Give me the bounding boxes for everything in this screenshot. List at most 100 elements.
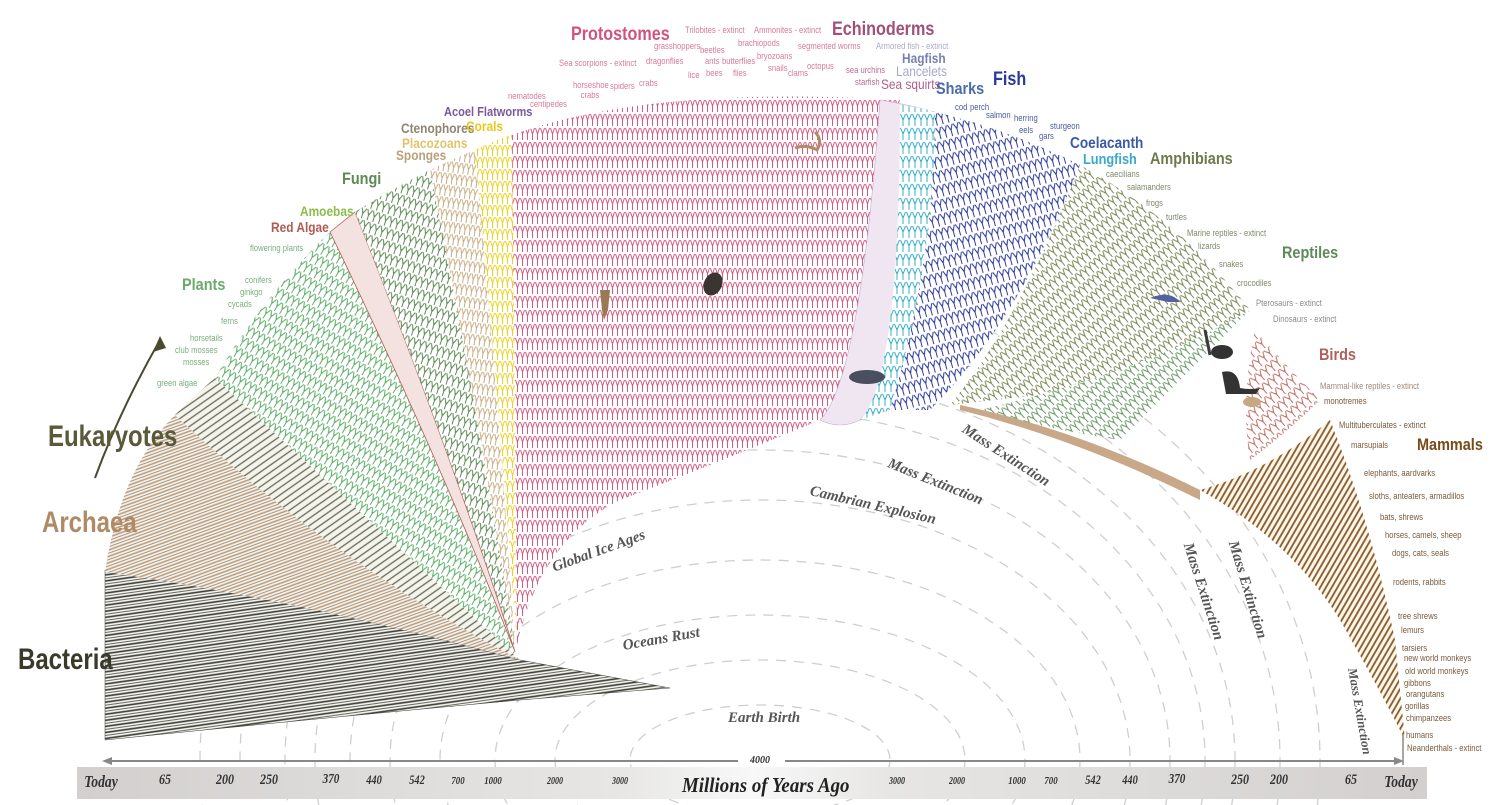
archaea-label: Archaea bbox=[42, 506, 137, 539]
protostome-member: snails bbox=[768, 63, 788, 73]
eukaryotes-arrow bbox=[94, 336, 166, 479]
reptile-member: snakes bbox=[1219, 259, 1244, 269]
mammal-member: gorillas bbox=[1405, 701, 1430, 711]
mammal-member: elephants, aardvarks bbox=[1364, 468, 1436, 478]
time-axis-bar bbox=[77, 767, 1427, 799]
reptile-member: Pterosaurs - extinct bbox=[1256, 298, 1322, 308]
axis-tick-right: 542 bbox=[1085, 772, 1101, 787]
lungfish-label: Lungfish bbox=[1083, 151, 1137, 168]
amphibian-member: frogs bbox=[1146, 198, 1164, 208]
axis-tick-left: 700 bbox=[451, 775, 465, 787]
protostome-member: bryozoans bbox=[757, 51, 793, 61]
axis-center-label: 4000 bbox=[750, 755, 770, 766]
fungi-branch bbox=[355, 170, 515, 650]
mammal-member: old world monkeys bbox=[1405, 666, 1469, 676]
mammal-member: bats, shrews bbox=[1380, 512, 1423, 522]
fish-member: cod bbox=[955, 102, 968, 112]
mammal-member: orangutans bbox=[1406, 689, 1445, 699]
mammal-member: rodents, rabbits bbox=[1393, 577, 1446, 587]
red-algae-branch bbox=[329, 211, 516, 653]
mammal-member: tarsiers bbox=[1402, 643, 1428, 653]
plant-member: ferns bbox=[221, 316, 239, 326]
mammal-member: Multituberculates - extinct bbox=[1339, 420, 1426, 430]
echinoderm-member: sea urchins bbox=[846, 65, 886, 75]
plant-member: flowering plants bbox=[250, 243, 304, 253]
axis-tick-left: 2000 bbox=[547, 776, 563, 787]
protostome-member: spiders bbox=[610, 81, 635, 91]
protostome-member: bees bbox=[706, 68, 723, 78]
sponges-branch bbox=[430, 150, 515, 648]
plant-member: conifers bbox=[245, 275, 272, 285]
fish-fossil-icon bbox=[849, 370, 885, 384]
reptile-member: crocodiles bbox=[1237, 278, 1272, 288]
plant-member: mosses bbox=[183, 357, 210, 367]
archaea-branch bbox=[105, 415, 520, 660]
axis-tick-left: 542 bbox=[409, 772, 425, 787]
amoebas-label: Amoebas bbox=[300, 203, 354, 219]
plant-member: green algae bbox=[157, 378, 198, 388]
protostome-member: dragonflies bbox=[646, 56, 684, 66]
eukaryote-base bbox=[175, 378, 520, 660]
protostome-member: Trilobites - extinct bbox=[685, 25, 745, 35]
eukaryotes-label: Eukaryotes bbox=[48, 420, 178, 453]
reptile-member: Dinosaurs - extinct bbox=[1273, 314, 1337, 324]
echinoderm-member: starfish bbox=[855, 77, 880, 87]
fish-member: gars bbox=[1039, 131, 1054, 141]
protostome-member: butterflies bbox=[722, 56, 756, 66]
birds-branch bbox=[1246, 330, 1320, 460]
mammals-label: Mammals bbox=[1417, 435, 1483, 454]
protostomes-label: Protostomes bbox=[571, 24, 670, 45]
amphibians-label: Amphibians bbox=[1150, 149, 1233, 168]
lancelets-label: Lancelets bbox=[896, 63, 947, 79]
amphibian-member: salamanders bbox=[1127, 182, 1171, 192]
coelacanth-label: Coelacanth bbox=[1070, 135, 1144, 152]
protostome-member: octopus bbox=[807, 61, 834, 71]
reptile-member: lizards bbox=[1198, 241, 1221, 251]
axis-title: Millions of Years Ago bbox=[682, 773, 850, 797]
protostome-member: lice bbox=[688, 70, 700, 80]
axis-tick-right: 700 bbox=[1044, 775, 1058, 787]
birds-label: Birds bbox=[1319, 345, 1356, 364]
protostome-member: Sea scorpions - extinct bbox=[559, 58, 637, 68]
mammal-member: humans bbox=[1406, 730, 1434, 740]
axis-tick-right: 370 bbox=[1168, 772, 1186, 787]
reptile-member: turtles bbox=[1166, 212, 1187, 222]
scorpion-icon bbox=[794, 130, 822, 153]
axis-tick-left: 65 bbox=[159, 772, 171, 788]
protostome-member: brachiopods bbox=[738, 38, 780, 48]
reptiles-branch bbox=[980, 310, 1250, 440]
reptiles-label: Reptiles bbox=[1282, 243, 1339, 262]
amphibian-member: caecilians bbox=[1106, 169, 1140, 179]
reptile-member: Marine reptiles - extinct bbox=[1187, 228, 1267, 238]
pterosaur-icon bbox=[1203, 329, 1212, 356]
fish-member: perch bbox=[970, 102, 990, 112]
protostomes-branch bbox=[512, 96, 900, 646]
protostome-member: horseshoe crabs bbox=[573, 80, 609, 100]
mammals-branch bbox=[1200, 420, 1405, 740]
red-algae-label: Red Algae bbox=[271, 219, 329, 235]
trilobite-icon bbox=[703, 272, 723, 296]
axis-tick-right: Today bbox=[1384, 772, 1418, 791]
axis-tick-left: Today bbox=[84, 772, 118, 791]
synapsid-stem bbox=[960, 405, 1200, 500]
axis-tick-left: 1000 bbox=[484, 775, 502, 787]
axis-tick-right: 440 bbox=[1122, 772, 1138, 787]
lungfish-branch bbox=[860, 105, 935, 420]
triceratops-icon bbox=[1211, 345, 1233, 359]
protostome-member: segmented worms bbox=[798, 41, 861, 51]
fish-branch bbox=[890, 112, 1080, 410]
sharks-label: Sharks bbox=[936, 79, 985, 98]
echinoderms-label: Echinoderms bbox=[832, 19, 935, 40]
axis-tick-left: 370 bbox=[322, 772, 340, 787]
protostome-member: clams bbox=[788, 68, 808, 78]
sea-squirts-label: Sea squirts bbox=[881, 76, 941, 92]
protostome-member: beetles bbox=[700, 45, 725, 55]
animal-silhouettes bbox=[600, 130, 1261, 407]
fish-member: salmon bbox=[986, 110, 1011, 120]
axis-tick-left: 440 bbox=[366, 772, 382, 787]
amphibians-branch bbox=[950, 165, 1250, 405]
protostome-member: crabs bbox=[639, 78, 658, 88]
mammal-member: gibbons bbox=[1404, 678, 1431, 688]
plesiosaur-icon bbox=[1150, 294, 1180, 302]
